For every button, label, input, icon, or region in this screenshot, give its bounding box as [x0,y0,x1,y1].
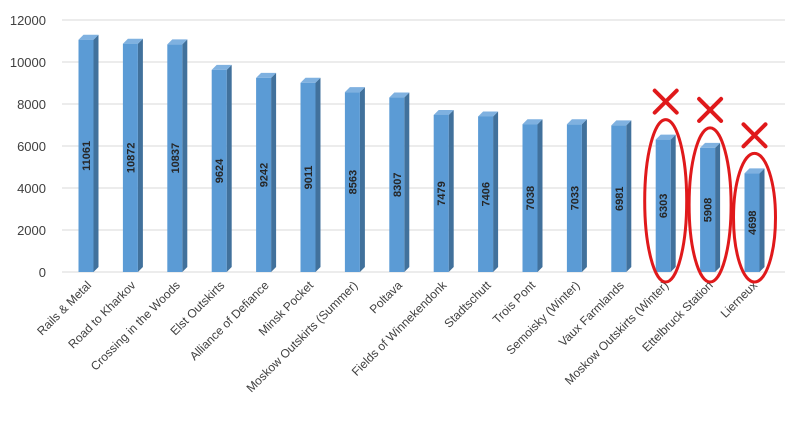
bar-side [626,120,632,272]
bar-side [137,38,143,272]
bar-top [700,142,721,148]
bar-top [478,111,499,117]
data-label: 7479 [436,181,448,205]
bar-side [670,134,676,272]
data-label: 7033 [569,186,581,210]
data-label: 7038 [525,186,537,210]
data-label: 9624 [214,158,226,183]
data-label: 9242 [259,163,271,187]
highlight-ellipse [732,151,777,284]
bar-side [759,168,765,272]
data-label: 8563 [347,170,359,194]
bar-side [226,64,232,273]
data-label: 9011 [303,165,315,189]
y-tick-label: 12000 [10,13,46,28]
bar-side [93,34,99,273]
bar-side [182,39,188,272]
y-tick-label: 0 [39,265,46,280]
bar-top [122,38,143,44]
bar-top [211,64,232,70]
bar [655,139,671,272]
bar [700,147,716,272]
cross-mark-stroke [697,96,724,123]
bar [300,82,316,272]
bar-top [78,34,99,40]
bar-side [448,109,454,272]
data-label: 8307 [392,173,404,197]
bar-side [715,142,721,272]
y-axis: 0 2000 4000 6000 8000 10000 12000 [10,13,46,280]
x-tick-label: Lierneux [718,278,760,320]
data-label: 10872 [125,143,137,174]
bar-top [566,119,587,125]
annotations [643,88,777,284]
bar [211,69,227,272]
cross-mark [741,122,768,149]
bar [167,44,183,272]
bar [566,124,582,272]
data-label: 4698 [747,210,759,234]
highlight-ellipse [687,126,733,284]
y-tick-label: 10000 [10,55,46,70]
bar-top [744,168,765,174]
x-tick-label: Poltava [367,278,405,316]
bar-top [611,120,632,126]
bar-side [537,119,543,273]
y-tick-label: 6000 [17,139,46,154]
bar-top [256,72,277,78]
bar-side [493,111,499,272]
bar-side [581,119,587,272]
bar [389,97,405,272]
highlight-ellipse [643,118,689,284]
data-label: 6981 [614,186,626,210]
bar-side [271,72,277,272]
cross-mark-stroke [652,88,679,115]
bar-top [522,119,543,125]
bar [122,43,138,272]
bar-top [344,87,365,93]
data-label: 11061 [81,141,93,171]
bars [78,34,765,273]
cross-mark [652,88,679,115]
x-tick-label: Stadtschutt [441,278,494,331]
bar-side [315,77,321,272]
bar-side [359,87,365,272]
bar [78,39,94,273]
y-tick-label: 2000 [17,223,46,238]
bar [744,173,760,272]
data-label: 5908 [703,198,715,222]
y-tick-label: 4000 [17,181,46,196]
bar-top [389,92,410,98]
value-labels: 11061 10872 10837 9624 9242 9011 8563 8307 7479 7… [81,141,759,235]
bar [478,116,494,272]
bar [433,114,449,272]
cross-mark [697,96,724,123]
data-label: 10837 [170,143,182,174]
bar [344,92,360,272]
x-tick-label: Alliance of Defiance [187,278,272,363]
bar [522,124,538,273]
bar-top [655,134,676,140]
data-label: 7406 [481,182,493,206]
bar-top [433,109,454,115]
data-label: 6303 [658,194,670,218]
bar [256,77,272,272]
y-tick-label: 8000 [17,97,46,112]
bar [611,125,627,272]
bar-top [300,77,321,83]
bar-top [167,39,188,45]
cross-mark-stroke [741,122,768,149]
bar-side [404,92,410,272]
